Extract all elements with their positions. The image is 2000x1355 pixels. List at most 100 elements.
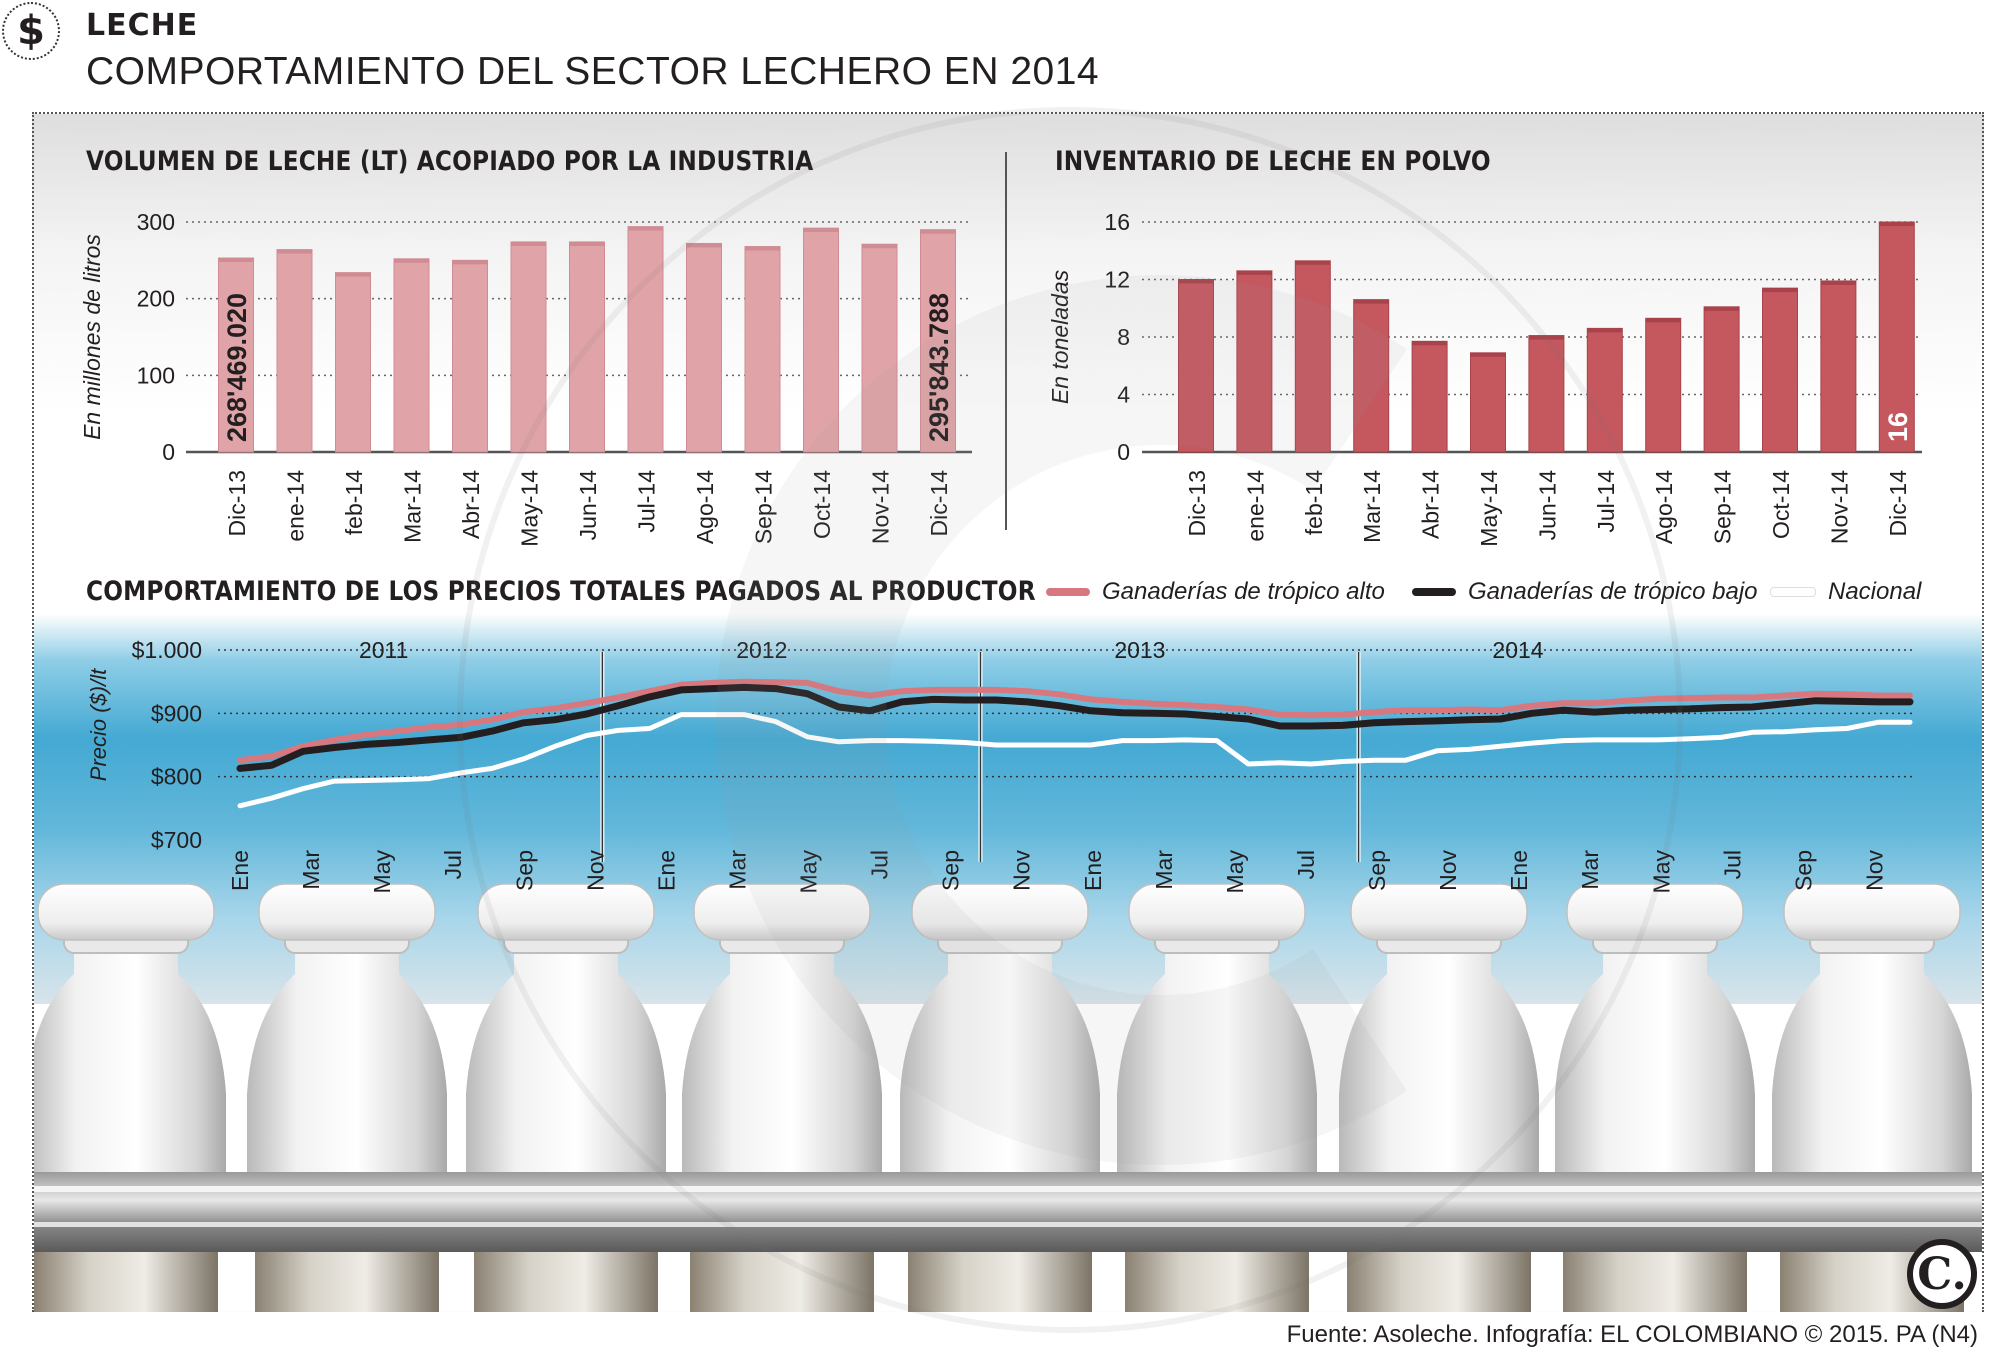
x-tick-label: ene-14 (283, 470, 309, 542)
bar-top-edge (277, 249, 312, 254)
source-credit: Fuente: Asoleche. Infografía: EL COLOMBI… (1286, 1321, 1978, 1348)
bottle-cap (477, 883, 655, 941)
bottle-lower (34, 1244, 218, 1312)
bar-top-edge (1353, 299, 1389, 304)
year-label: 2013 (1114, 637, 1165, 663)
x-tick-label: May (1648, 850, 1674, 894)
legend-swatch-bajo (1412, 588, 1456, 596)
x-tick-label: feb-14 (341, 470, 367, 535)
bar (1178, 279, 1214, 453)
x-tick-label: Jul (440, 850, 466, 879)
y-axis-label: En toneladas (1047, 269, 1073, 404)
bar (510, 241, 547, 453)
y-tick-label: $700 (151, 827, 202, 853)
bottle-cap (1350, 883, 1528, 941)
bottle-body (682, 944, 882, 1174)
y-tick-label: $900 (151, 700, 202, 726)
legend-item-alto: Ganaderías de trópico alto (1046, 578, 1385, 606)
x-tick-label: Nov (582, 850, 608, 891)
bottle-body (900, 944, 1100, 1174)
bar-top-edge (1528, 335, 1564, 340)
bottle-body (1772, 944, 1972, 1174)
x-tick-label: Ene (1080, 850, 1106, 891)
el-colombiano-logo: C. (1907, 1239, 1977, 1309)
x-tick-label: Sep (1364, 850, 1390, 891)
x-tick-label: Nov (1861, 850, 1887, 891)
series-line-bajo (236, 683, 1914, 772)
legend-label-nacional: Nacional (1828, 578, 1922, 605)
bar (1703, 306, 1740, 453)
bar (1528, 335, 1565, 453)
bottle-lower (908, 1244, 1092, 1312)
x-tick-label: Mar (298, 850, 324, 890)
page-title: COMPORTAMIENTO DEL SECTOR LECHERO EN 201… (86, 50, 1100, 93)
bar (393, 258, 430, 453)
price-line-chart: $700 $800 $900 $1.000 Precio ($)/lt 2011 2012 2… (86, 637, 1916, 893)
bar-top-edge (1412, 341, 1448, 346)
bar (1470, 352, 1506, 453)
bar (1645, 317, 1682, 453)
bar-top-edge (1645, 318, 1681, 323)
bar-top-edge (394, 258, 429, 263)
x-tick-label: May (796, 850, 822, 894)
bottle-cap (1566, 883, 1744, 941)
bar-top-edge (1879, 222, 1915, 226)
bottle-cap (1128, 883, 1306, 941)
bottle-lower (1125, 1244, 1309, 1312)
x-tick-label: Abr-14 (458, 470, 484, 539)
x-tick-label: ene-14 (1242, 470, 1268, 542)
x-tick-label: May-14 (1476, 470, 1502, 547)
bar-top-edge (335, 272, 371, 277)
bar-top-edge (511, 241, 546, 246)
bar (1294, 260, 1331, 453)
bar-top-edge (1704, 306, 1740, 311)
bar (452, 259, 488, 453)
bottle-body (1339, 944, 1539, 1174)
bar (335, 272, 371, 453)
bar-data-label: 295'843.788 (924, 293, 954, 442)
y-tick-label: 12 (1104, 267, 1130, 293)
x-tick-label: Ene (1506, 850, 1532, 891)
bar-data-label: 16 (1883, 412, 1913, 442)
y-tick-label: 0 (1117, 439, 1130, 465)
x-tick-label: Dic-14 (1885, 470, 1911, 537)
bar-top-edge (1470, 352, 1506, 357)
dollar-icon: $ (2, 2, 60, 60)
x-tick-label: Jul (867, 850, 893, 879)
bar-top-edge (1295, 260, 1331, 265)
x-tick-label: Jul (1293, 850, 1319, 879)
bar (1878, 221, 1915, 453)
bar-top-edge (628, 226, 663, 231)
x-tick-label: Dic-14 (926, 470, 952, 537)
y-tick-label: 8 (1117, 324, 1130, 350)
rail-highlight (34, 1222, 1982, 1227)
y-tick-label: 300 (137, 209, 175, 235)
x-tick-label: Jul-14 (634, 470, 660, 533)
bar (569, 241, 605, 453)
bottle-lower (474, 1244, 658, 1312)
bar-top-edge (1820, 280, 1856, 285)
x-tick-label: Dic-13 (224, 470, 250, 536)
legend-item-nacional: Nacional (1770, 578, 1921, 606)
bottle-body (1117, 944, 1317, 1174)
y-tick-label: 4 (1117, 382, 1130, 408)
bar-top-edge (745, 246, 780, 251)
bottle-cap (1783, 883, 1961, 941)
series-line-alto (237, 678, 1913, 764)
bar-top-edge (920, 229, 956, 234)
legend-item-bajo: Ganaderías de trópico bajo (1412, 578, 1758, 606)
x-tick-label: Sep (511, 850, 537, 891)
x-tick-label: Dic-13 (1184, 470, 1210, 536)
x-tick-label: feb-14 (1301, 470, 1327, 535)
year-label: 2011 (359, 637, 408, 663)
bar-top-edge (452, 260, 488, 265)
bottle-cap (258, 883, 436, 941)
bar (1820, 280, 1857, 453)
bar-top-edge (686, 243, 722, 248)
x-tick-label: Oct-14 (1768, 470, 1794, 539)
x-tick-label: Jun-14 (1534, 470, 1560, 541)
bar-top-edge (1762, 288, 1798, 293)
x-tick-label: Abr-14 (1418, 470, 1444, 539)
x-tick-label: May-14 (517, 470, 543, 547)
bar (861, 243, 898, 453)
